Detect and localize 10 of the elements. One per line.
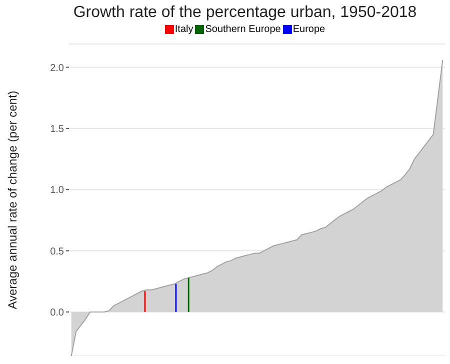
legend-label: Southern Europe	[204, 24, 281, 34]
legend-label: Italy	[174, 24, 194, 34]
legend-label: Europe	[292, 24, 326, 34]
y-tick-label: 2.0	[50, 62, 64, 74]
y-tick-label: 1.5	[50, 124, 64, 135]
y-tick-label: 0.5	[50, 246, 64, 258]
y-tick-label: 1.0	[50, 185, 64, 196]
y-axis-title: Average annual rate of change (per cent)	[5, 90, 20, 310]
chart-title: Growth rate of the percentage urban, 1950-2018	[72, 4, 418, 22]
y-tick-label: 0.0	[50, 308, 64, 319]
